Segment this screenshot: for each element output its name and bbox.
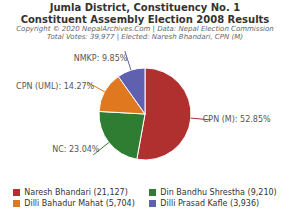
html-text:Constituent Assembly Election: Constituent Assembly Election 2008 Resul…: [20, 13, 270, 25]
html-text:Dilli Prasad Kafle (3,936): Dilli Prasad Kafle (3,936): [160, 199, 260, 209]
html-text:Naresh Bhandari (21,127): Naresh Bhandari (21,127): [24, 188, 128, 198]
html-text:Din Bandhu Shrestha (9,210): Din Bandhu Shrestha (9,210): [160, 188, 277, 198]
html-text:Copyright © 2020 NepalArchives: Copyright © 2020 NepalArchives.Com | Dat…: [16, 25, 274, 33]
html-text:Jumla District, Constituency N: Jumla District, Constituency No. 1: [49, 2, 241, 13]
html-text:Dilli Bahadur Mahat (5,704): Dilli Bahadur Mahat (5,704): [24, 199, 135, 209]
svg-text:CPN (UML): 14.27%: CPN (UML): 14.27%: [16, 82, 95, 91]
svg-text:NMKP: 9.85%: NMKP: 9.85%: [74, 54, 128, 63]
html-text:Total Votes: 39,977 | Elected:: Total Votes: 39,977 | Elected: Naresh Bh…: [47, 33, 243, 41]
svg-text:NC: 23.04%: NC: 23.04%: [52, 146, 100, 155]
svg-text:CPN (M): 52.85%: CPN (M): 52.85%: [203, 115, 271, 124]
